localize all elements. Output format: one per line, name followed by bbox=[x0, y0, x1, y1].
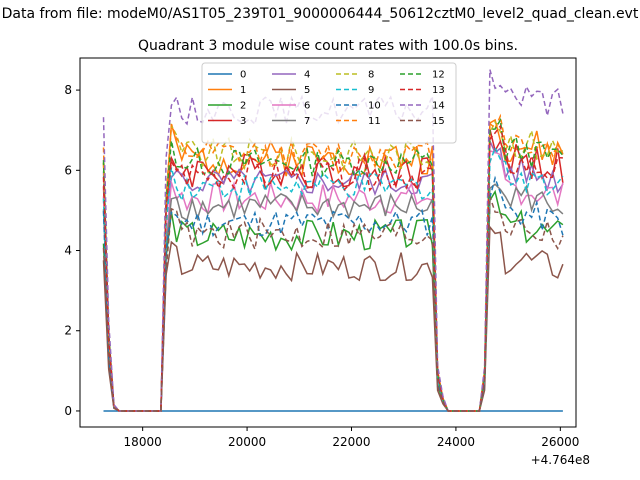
legend-label-3: 3 bbox=[240, 116, 246, 127]
x-axis: 18000 20000 22000 24000 26000 bbox=[124, 427, 579, 449]
y-axis: 0 2 4 6 8 bbox=[64, 83, 80, 418]
legend-label-15: 15 bbox=[432, 116, 445, 127]
y-tick-label: 4 bbox=[64, 244, 72, 258]
series-line-5 bbox=[102, 224, 564, 412]
legend-label-4: 4 bbox=[304, 70, 310, 81]
series-line-10 bbox=[102, 175, 564, 412]
legend-label-6: 6 bbox=[304, 101, 310, 112]
legend-label-9: 9 bbox=[368, 85, 374, 96]
axes-frame bbox=[79, 57, 577, 428]
legend-label-12: 12 bbox=[432, 70, 445, 81]
y-tick-label: 8 bbox=[64, 83, 72, 97]
legend-label-7: 7 bbox=[304, 116, 310, 127]
plot-lines bbox=[102, 69, 564, 412]
figure-suptitle: Data from file: modeM0/AS1T05_239T01_900… bbox=[1, 6, 639, 22]
legend-label-14: 14 bbox=[432, 101, 445, 112]
x-tick-label: 22000 bbox=[332, 435, 370, 449]
legend-label-1: 1 bbox=[240, 85, 246, 96]
legend-label-10: 10 bbox=[368, 101, 381, 112]
series-line-8 bbox=[102, 120, 564, 412]
x-tick-label: 26000 bbox=[541, 435, 579, 449]
legend-label-11: 11 bbox=[368, 116, 381, 127]
legend-label-0: 0 bbox=[240, 70, 246, 81]
x-tick-label: 18000 bbox=[124, 435, 162, 449]
series-line-2 bbox=[102, 189, 564, 412]
series-line-13 bbox=[102, 124, 563, 412]
legend-label-13: 13 bbox=[432, 85, 445, 96]
chart-title: Quadrant 3 module wise count rates with … bbox=[138, 38, 518, 54]
legend-label-2: 2 bbox=[240, 101, 246, 112]
legend-label-8: 8 bbox=[368, 70, 374, 81]
legend-label-5: 5 bbox=[304, 85, 310, 96]
x-tick-label: 20000 bbox=[228, 435, 266, 449]
y-tick-label: 0 bbox=[64, 404, 72, 418]
legend-box bbox=[201, 62, 457, 144]
series-line-15 bbox=[102, 196, 564, 412]
series-line-6 bbox=[102, 149, 564, 412]
y-tick-label: 6 bbox=[64, 163, 72, 177]
x-tick-label: 24000 bbox=[437, 435, 475, 449]
x-offset-label: +4.764e8 bbox=[531, 453, 590, 467]
y-tick-label: 2 bbox=[64, 324, 72, 338]
